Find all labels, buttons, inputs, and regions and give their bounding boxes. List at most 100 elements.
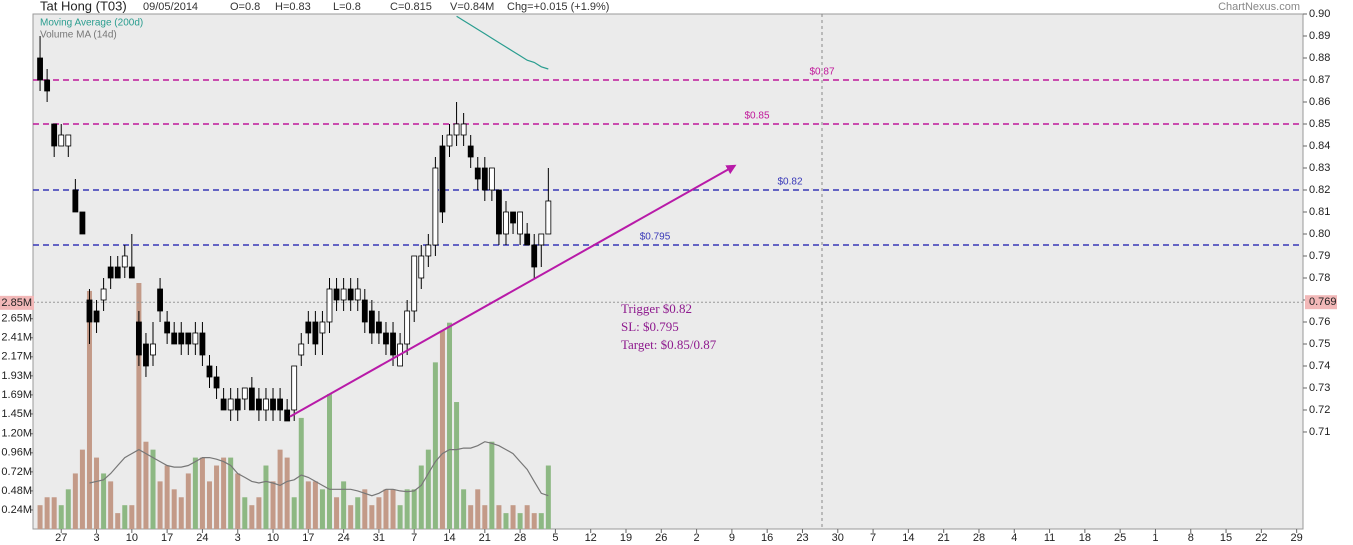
x-tick-label: 21 bbox=[479, 532, 491, 544]
volume-bar bbox=[221, 457, 227, 529]
y-tick-label: 0.83 bbox=[1309, 162, 1330, 174]
x-tick-label: 24 bbox=[196, 532, 208, 544]
candle-body bbox=[178, 332, 185, 345]
header-low: L=0.8 bbox=[333, 1, 361, 13]
candle-body bbox=[100, 288, 107, 301]
annotation: Target: $0.85/0.87 bbox=[621, 337, 717, 352]
candle-body bbox=[256, 398, 262, 411]
volume-bar bbox=[86, 290, 92, 529]
candle-body bbox=[538, 233, 545, 246]
candle-body bbox=[135, 321, 142, 356]
y-tick-label: 0.72 bbox=[1309, 404, 1330, 416]
candle-body bbox=[354, 288, 361, 301]
candle-body bbox=[263, 398, 269, 411]
header-open: O=0.8 bbox=[230, 1, 260, 13]
x-tick-label: 19 bbox=[620, 532, 632, 544]
candle-body bbox=[171, 332, 178, 345]
volume-bar bbox=[447, 322, 453, 529]
y2-tick-label: 1.20M bbox=[1, 428, 32, 440]
candle-body bbox=[128, 266, 135, 279]
candle-body bbox=[114, 266, 121, 279]
left-axis-band bbox=[0, 14, 32, 529]
candle-body bbox=[291, 365, 298, 411]
candle-body bbox=[439, 145, 446, 213]
volume-bar bbox=[341, 481, 347, 529]
crosshair-volume-label: 2.85M bbox=[1, 297, 32, 309]
crosshair-price-box bbox=[1305, 295, 1337, 310]
volume-bar bbox=[503, 513, 509, 529]
volume-bar bbox=[326, 394, 332, 529]
volume-bar bbox=[291, 497, 297, 529]
x-tick-label: 28 bbox=[973, 532, 985, 544]
x-tick-label: 10 bbox=[267, 532, 279, 544]
chart-title: Tat Hong (T03) bbox=[40, 0, 127, 13]
volume-bar bbox=[319, 489, 325, 529]
volume-bar bbox=[411, 489, 417, 529]
crosshair-volume-box bbox=[0, 295, 34, 310]
x-tick-label: 7 bbox=[411, 532, 417, 544]
volume-bar bbox=[37, 505, 43, 529]
volume-bar bbox=[235, 473, 241, 529]
level-label: $0.82 bbox=[777, 177, 802, 188]
volume-bar bbox=[545, 465, 551, 529]
candle-body bbox=[545, 200, 552, 235]
volume-bar bbox=[108, 481, 114, 529]
candle-body bbox=[234, 398, 241, 411]
candle-body bbox=[277, 398, 283, 411]
volume-bar bbox=[242, 497, 248, 529]
volume-bar bbox=[383, 489, 389, 529]
x-tick-label: 4 bbox=[1011, 532, 1017, 544]
volume-bar bbox=[468, 505, 474, 529]
x-tick-label: 3 bbox=[235, 532, 241, 544]
candle-body bbox=[86, 299, 93, 323]
volume-bar bbox=[164, 465, 170, 529]
volume-bar bbox=[531, 513, 537, 529]
candle-body bbox=[121, 255, 128, 268]
candle-body bbox=[488, 167, 495, 191]
volume-bar bbox=[101, 473, 107, 529]
volume-bar bbox=[263, 465, 269, 529]
volume-bar bbox=[355, 497, 361, 529]
candle-body bbox=[220, 398, 227, 411]
candle-body bbox=[432, 167, 439, 246]
volume-bar bbox=[284, 457, 290, 529]
volume-bar bbox=[214, 465, 220, 529]
volume-bar bbox=[439, 330, 445, 529]
x-tick-label: 9 bbox=[729, 532, 735, 544]
x-tick-label: 26 bbox=[655, 532, 667, 544]
volume-bar bbox=[432, 362, 438, 529]
volume-bar bbox=[150, 449, 156, 529]
candle-body bbox=[157, 288, 163, 312]
volume-bar bbox=[44, 497, 50, 529]
candle-body bbox=[58, 134, 65, 147]
volume-bar bbox=[461, 489, 467, 529]
legend-entry: Moving Average (200d) bbox=[40, 18, 143, 29]
x-tick-label: 21 bbox=[938, 532, 950, 544]
candle-body bbox=[418, 255, 425, 279]
y-tick-label: 0.81 bbox=[1309, 206, 1330, 218]
x-tick-label: 27 bbox=[55, 532, 67, 544]
series-line bbox=[89, 441, 549, 497]
volume-bar bbox=[510, 505, 516, 529]
volume-bar bbox=[65, 489, 71, 529]
candle-body bbox=[524, 233, 531, 246]
volume-bar bbox=[206, 481, 212, 529]
volume-bar bbox=[79, 449, 85, 529]
volume-bar bbox=[277, 449, 283, 529]
level-label: $0.85 bbox=[744, 111, 769, 122]
candle-body bbox=[192, 332, 199, 345]
y2-tick-label: 0.48M bbox=[1, 485, 32, 497]
x-tick-label: 7 bbox=[870, 532, 876, 544]
x-tick-label: 18 bbox=[1079, 532, 1091, 544]
candle-body bbox=[284, 409, 291, 422]
candle-body bbox=[37, 57, 43, 81]
y2-tick-label: 2.17M bbox=[1, 351, 32, 363]
candle-body bbox=[404, 310, 411, 345]
x-tick-label: 2 bbox=[694, 532, 700, 544]
header-date: 09/05/2014 bbox=[143, 1, 198, 13]
source: ChartNexus.com bbox=[1218, 1, 1300, 13]
x-tick-label: 29 bbox=[1291, 532, 1303, 544]
x-tick-label: 25 bbox=[1114, 532, 1126, 544]
volume-bar bbox=[418, 465, 424, 529]
